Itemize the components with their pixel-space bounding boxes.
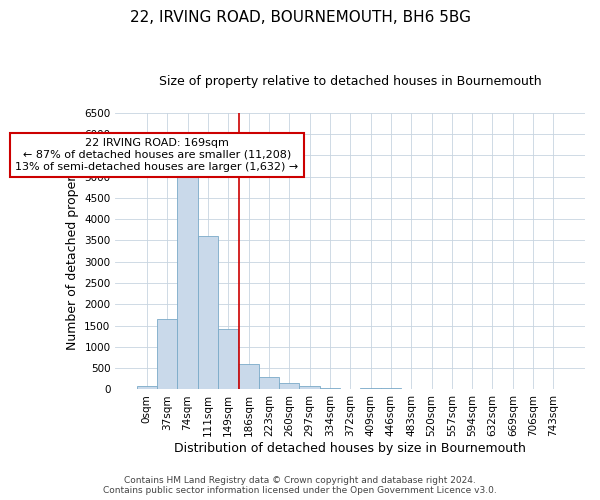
Bar	[320, 388, 340, 390]
Title: Size of property relative to detached houses in Bournemouth: Size of property relative to detached ho…	[159, 75, 541, 88]
Text: Contains HM Land Registry data © Crown copyright and database right 2024.
Contai: Contains HM Land Registry data © Crown c…	[103, 476, 497, 495]
Text: 22, IRVING ROAD, BOURNEMOUTH, BH6 5BG: 22, IRVING ROAD, BOURNEMOUTH, BH6 5BG	[130, 10, 470, 25]
Bar	[259, 376, 279, 390]
Bar	[299, 386, 320, 390]
Bar	[157, 319, 178, 390]
Text: 22 IRVING ROAD: 169sqm
← 87% of detached houses are smaller (11,208)
13% of semi: 22 IRVING ROAD: 169sqm ← 87% of detached…	[16, 138, 299, 172]
Bar	[279, 383, 299, 390]
Bar	[361, 388, 380, 390]
Bar	[178, 173, 197, 390]
X-axis label: Distribution of detached houses by size in Bournemouth: Distribution of detached houses by size …	[174, 442, 526, 455]
Bar	[218, 329, 238, 390]
Bar	[380, 388, 401, 390]
Bar	[238, 364, 259, 390]
Bar	[197, 236, 218, 390]
Bar	[137, 386, 157, 390]
Y-axis label: Number of detached properties: Number of detached properties	[65, 152, 79, 350]
